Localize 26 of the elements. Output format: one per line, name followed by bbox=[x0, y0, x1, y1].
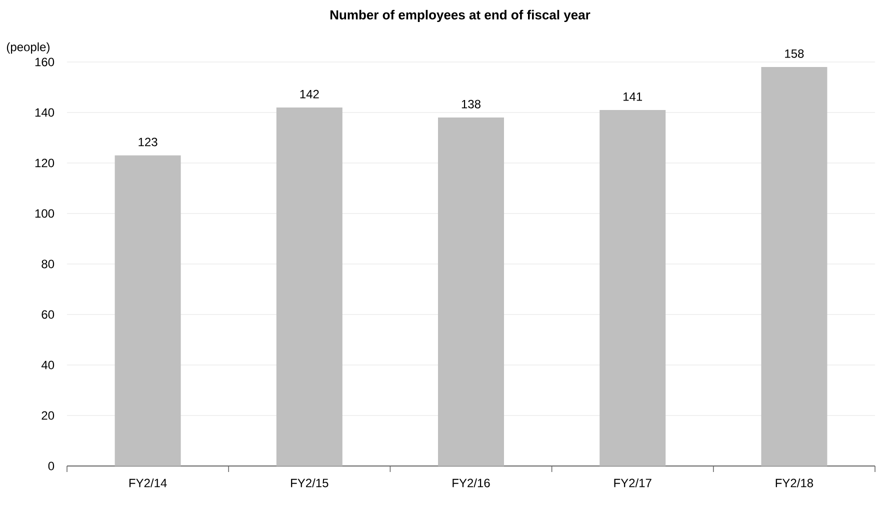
data-label: 142 bbox=[300, 90, 319, 98]
x-tick-label: FY2/15 bbox=[291, 478, 328, 488]
chart-title: Number of employees at end of fiscal year bbox=[330, 10, 590, 22]
x-tick-label: FY2/17 bbox=[614, 478, 652, 488]
data-label: 138 bbox=[462, 100, 480, 108]
bar bbox=[276, 107, 342, 466]
bar bbox=[114, 155, 181, 466]
y-axis-title: (people) bbox=[6, 42, 50, 54]
y-tick-label: 20 bbox=[42, 411, 54, 420]
y-tick-label: 0 bbox=[48, 462, 54, 470]
y-tick-label: 80 bbox=[42, 260, 54, 268]
data-label: 158 bbox=[785, 49, 804, 58]
bar bbox=[761, 67, 828, 466]
data-label: 123 bbox=[138, 138, 158, 146]
x-tick-label: FY2/16 bbox=[452, 478, 490, 488]
x-tick-label: FY2/14 bbox=[129, 478, 167, 488]
y-tick-label: 160 bbox=[35, 58, 54, 66]
y-tick-label: 60 bbox=[42, 310, 54, 319]
y-tick-label: 100 bbox=[35, 209, 54, 218]
y-tick-label: 120 bbox=[35, 158, 54, 168]
data-label: 141 bbox=[624, 92, 642, 101]
bar bbox=[438, 118, 504, 466]
x-tick-label: FY2/18 bbox=[776, 478, 814, 488]
bar bbox=[600, 110, 666, 466]
y-tick-label: 140 bbox=[35, 108, 54, 117]
y-tick-label: 40 bbox=[41, 360, 54, 370]
